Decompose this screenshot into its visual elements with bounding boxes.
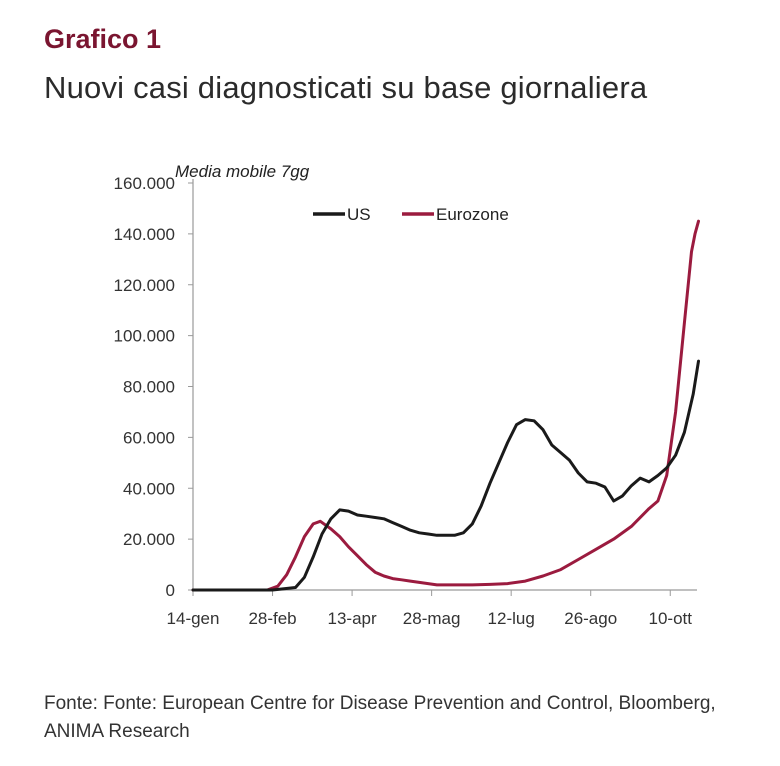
- y-tick-label: 80.000: [123, 378, 175, 397]
- y-tick-label: 140.000: [114, 225, 175, 244]
- x-tick-label: 14-gen: [167, 609, 220, 628]
- y-tick-label: 120.000: [114, 276, 175, 295]
- y-tick-label: 60.000: [123, 428, 175, 447]
- x-axis: 14-gen 28-feb 13-apr 28-mag 12-lug 26-ago 10-o…: [167, 589, 697, 628]
- chart-title: Nuovi casi diagnosticati su base giornal…: [44, 70, 648, 105]
- legend: US Eurozone: [313, 205, 509, 224]
- x-tick-label: 28-mag: [403, 609, 461, 628]
- y-axis: 0 20.000 40.000 60.000 80.000 100.000 120.000 1…: [114, 174, 194, 600]
- x-tick-label: 13-apr: [328, 609, 377, 628]
- line-chart: 0 20.000 40.000 60.000 80.000 100.000 120.000 1…: [114, 162, 700, 628]
- y-tick-label: 20.000: [123, 530, 175, 549]
- legend-label-eurozone: Eurozone: [436, 205, 509, 224]
- x-tick-label: 26-ago: [564, 609, 617, 628]
- series-line-eurozone: [191, 219, 700, 592]
- series-layer: [191, 219, 700, 592]
- y-tick-label: 100.000: [114, 327, 175, 346]
- legend-label-us: US: [347, 205, 371, 224]
- y-tick-label: 40.000: [123, 479, 175, 498]
- moving-average-annotation: Media mobile 7gg: [175, 162, 310, 181]
- source-note: Fonte: Fonte: European Centre for Diseas…: [44, 693, 716, 742]
- y-tick-label: 160.000: [114, 174, 175, 193]
- series-line-us: [191, 359, 700, 592]
- x-tick-label: 10-ott: [649, 609, 693, 628]
- chart-label: Grafico 1: [44, 24, 162, 54]
- y-tick-label: 0: [166, 581, 175, 600]
- x-tick-label: 28-feb: [248, 609, 296, 628]
- x-tick-label: 12-lug: [488, 609, 535, 628]
